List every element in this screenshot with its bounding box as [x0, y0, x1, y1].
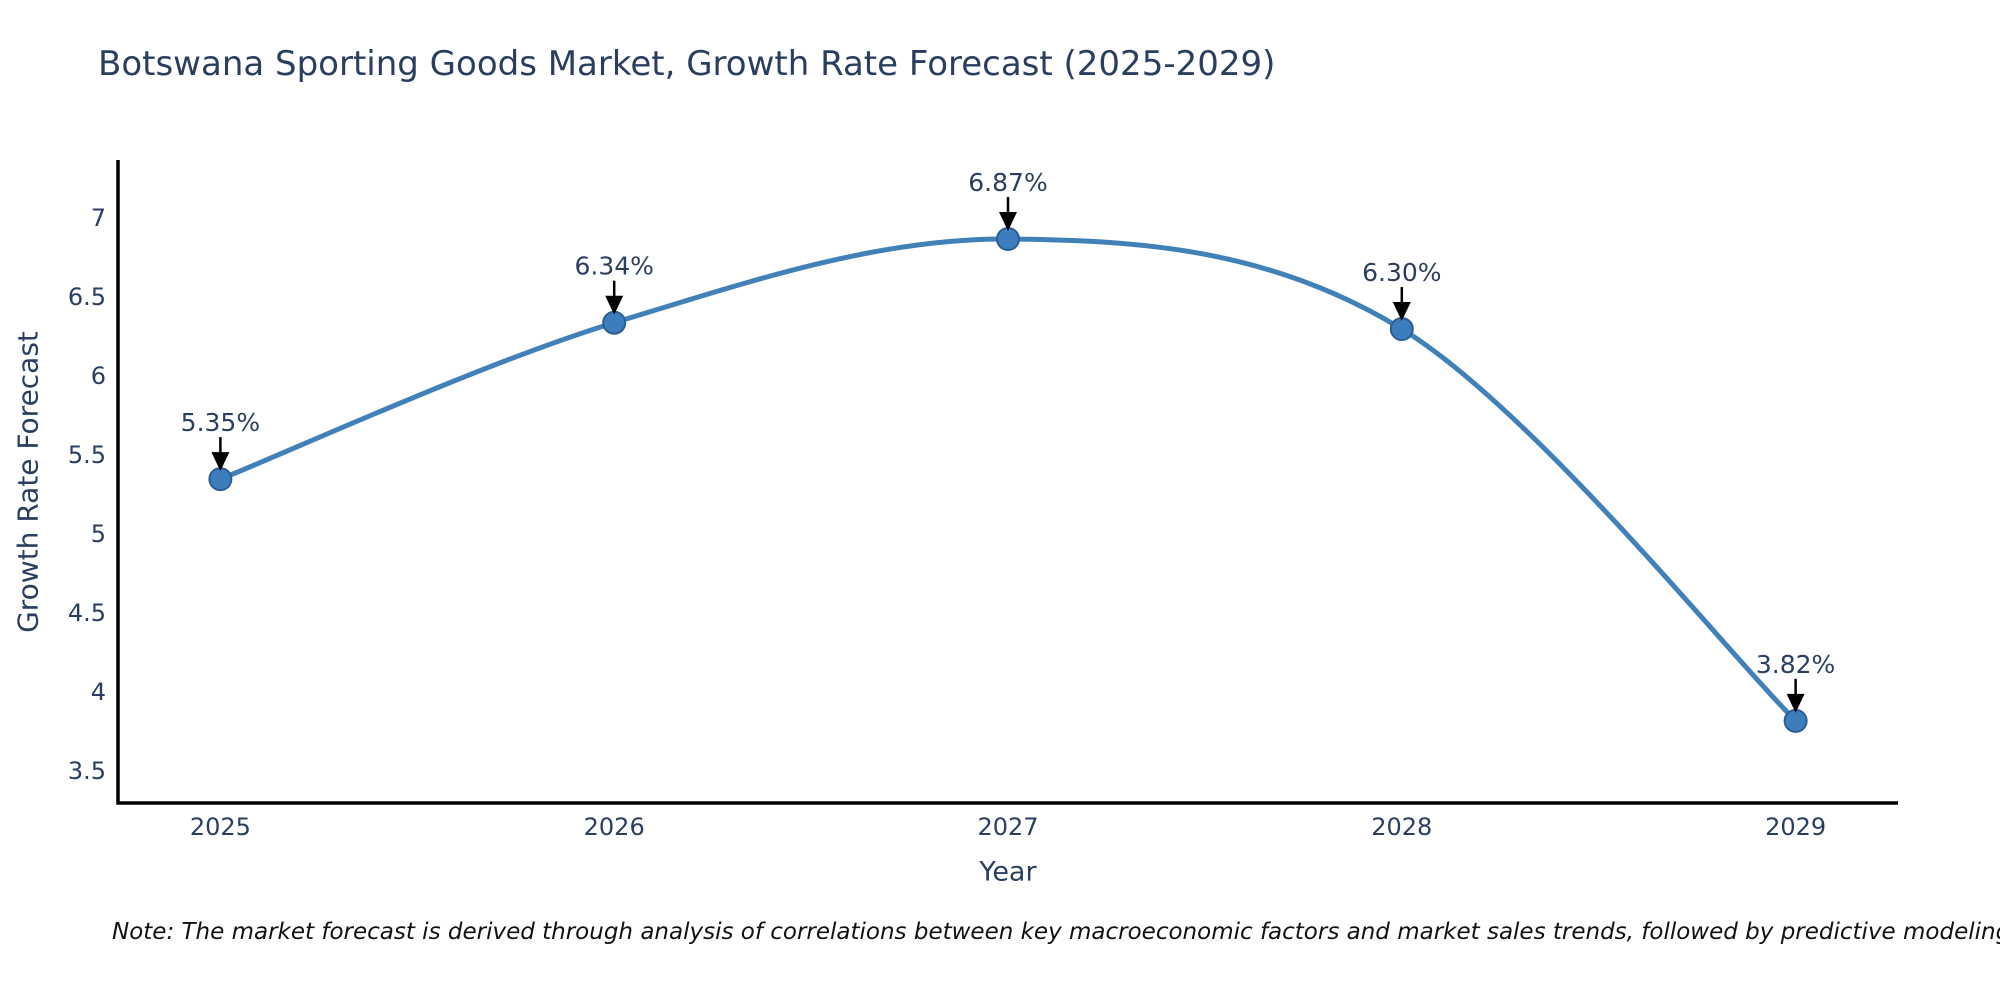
point-annotation-label: 6.34% — [574, 252, 653, 281]
point-annotation-label: 6.30% — [1362, 258, 1441, 287]
x-tick-label: 2029 — [1765, 813, 1827, 841]
y-tick-label: 7 — [90, 204, 106, 233]
data-point-2027 — [996, 226, 1020, 251]
annotation-arrow-head — [1392, 302, 1411, 322]
x-tick-label: 2026 — [583, 813, 645, 841]
data-point-2025 — [208, 467, 233, 492]
point-annotation-label: 3.82% — [1756, 650, 1835, 679]
y-tick-label: 4 — [90, 678, 106, 707]
data-point-2026 — [602, 310, 627, 335]
point-annotation-label: 5.35% — [181, 408, 260, 437]
annotation-arrow-head — [1786, 693, 1805, 713]
x-axis-label: Year — [979, 856, 1037, 888]
footnote: Note: The market forecast is derived thr… — [112, 919, 2000, 945]
data-point-2028 — [1389, 317, 1414, 342]
y-tick-label: 5.5 — [67, 441, 106, 470]
y-tick-label: 4.5 — [67, 599, 106, 628]
point-annotation-label: 6.87% — [968, 168, 1047, 197]
x-tick-label: 2025 — [189, 813, 251, 841]
x-tick-label: 2027 — [977, 813, 1039, 841]
forecast-line — [217, 236, 1799, 724]
annotation-arrow-head — [211, 452, 230, 472]
data-point-2029 — [1783, 708, 1808, 733]
y-tick-label: 5 — [90, 520, 106, 549]
annotation-arrow-head — [999, 211, 1017, 231]
y-tick-label: 6.5 — [67, 283, 106, 312]
axis-spines — [116, 160, 1898, 805]
y-tick-label: 6 — [90, 362, 106, 391]
y-tick-label: 3.5 — [67, 757, 106, 786]
annotation-arrow-head — [605, 295, 624, 315]
x-tick-label: 2028 — [1371, 813, 1433, 841]
chart-title: Botswana Sporting Goods Market, Growth R… — [98, 44, 1276, 84]
